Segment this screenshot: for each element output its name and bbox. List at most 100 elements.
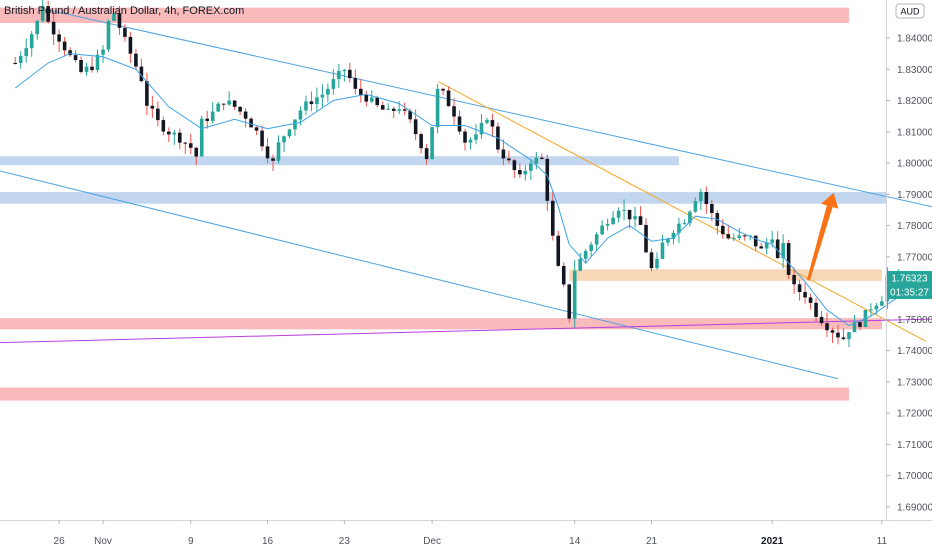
time-tick-label: Dec bbox=[423, 536, 441, 547]
price-axis[interactable]: 1.69000 1.70000 1.71000 1.72000 1.73000 1.740… bbox=[886, 0, 932, 520]
candle-body-131 bbox=[731, 238, 736, 240]
candle-body-0 bbox=[13, 63, 18, 65]
candle-body-31 bbox=[183, 142, 188, 144]
candle-body-28 bbox=[167, 131, 171, 135]
candle-body-147 bbox=[819, 316, 824, 324]
candle-body-103 bbox=[578, 258, 582, 271]
candle-body-11 bbox=[73, 55, 78, 61]
candle-body-71 bbox=[402, 109, 407, 111]
trend-line-0 bbox=[48, 9, 932, 208]
arrow-shape bbox=[806, 192, 839, 281]
candle-body-41 bbox=[238, 106, 242, 112]
candle-body-86 bbox=[485, 120, 489, 123]
candle-body-27 bbox=[161, 120, 166, 132]
candle-body-17 bbox=[106, 20, 111, 50]
candle-body-90 bbox=[507, 158, 511, 161]
candle-body-121 bbox=[677, 223, 681, 233]
time-tick-label: 11 bbox=[877, 536, 888, 547]
candle-body-37 bbox=[216, 103, 220, 112]
price-tick-label: 1.82000 bbox=[897, 96, 932, 107]
candle-body-35 bbox=[205, 118, 210, 121]
candle-body-65 bbox=[369, 97, 374, 102]
candle-body-154 bbox=[858, 322, 862, 327]
candle-body-118 bbox=[660, 242, 665, 259]
trend-line-2 bbox=[438, 81, 926, 342]
candle-body-87 bbox=[490, 120, 495, 127]
zone-5 bbox=[0, 387, 849, 401]
candle-body-109 bbox=[611, 217, 615, 224]
candle-body-97 bbox=[545, 158, 550, 201]
time-tick-label: Nov bbox=[94, 536, 112, 547]
last-price-label: 1.76323 bbox=[891, 273, 928, 284]
candle-body-18 bbox=[112, 13, 116, 21]
price-tick-label: 1.84000 bbox=[897, 34, 932, 45]
trend-lines[interactable] bbox=[0, 9, 932, 380]
candle-body-151 bbox=[841, 337, 846, 340]
candle-body-21 bbox=[128, 36, 133, 54]
candle-body-105 bbox=[589, 244, 593, 251]
time-axis[interactable]: 26Nov91623Dec14212021111825Feb bbox=[0, 520, 932, 547]
candle-body-156 bbox=[869, 309, 873, 311]
candle-body-62 bbox=[353, 78, 358, 89]
price-tick-label: 1.75000 bbox=[897, 315, 932, 326]
candle-body-60 bbox=[342, 69, 347, 71]
candle-body-13 bbox=[84, 66, 89, 72]
candle-body-77 bbox=[435, 88, 440, 128]
price-tick-label: 1.73000 bbox=[897, 377, 932, 388]
candle-body-45 bbox=[260, 130, 264, 147]
candle-body-112 bbox=[627, 209, 632, 220]
candle-body-54 bbox=[309, 101, 314, 105]
candle-body-8 bbox=[57, 34, 61, 42]
time-tick-label: 16 bbox=[262, 536, 274, 547]
candle-body-34 bbox=[199, 118, 204, 157]
candle-body-81 bbox=[457, 116, 462, 132]
candle-body-32 bbox=[188, 143, 193, 148]
candle-body-47 bbox=[271, 158, 275, 161]
candle-body-141 bbox=[786, 243, 791, 275]
candle-body-39 bbox=[227, 100, 231, 105]
zone-2 bbox=[0, 192, 886, 204]
candle-body-124 bbox=[693, 201, 698, 212]
candle-body-25 bbox=[150, 105, 155, 109]
candle-body-42 bbox=[243, 111, 248, 119]
candle-body-135 bbox=[753, 235, 758, 247]
candle-body-74 bbox=[419, 134, 423, 149]
support-resistance-zones bbox=[0, 7, 886, 401]
currency-badge[interactable]: AUD bbox=[895, 3, 925, 19]
candle-body-26 bbox=[156, 108, 160, 121]
candle-body-115 bbox=[644, 224, 648, 253]
candle-body-114 bbox=[638, 216, 643, 225]
candle-body-96 bbox=[540, 157, 544, 159]
zone-1 bbox=[0, 156, 679, 166]
candle-body-68 bbox=[386, 108, 391, 110]
candle-body-107 bbox=[600, 225, 604, 235]
candle-body-55 bbox=[315, 97, 319, 105]
candle-body-119 bbox=[666, 238, 670, 243]
candle-body-138 bbox=[770, 239, 774, 243]
candle-body-94 bbox=[529, 163, 533, 171]
trend-line-1 bbox=[0, 170, 839, 380]
candle-body-56 bbox=[320, 94, 325, 98]
candle-body-133 bbox=[742, 235, 747, 237]
candle-body-85 bbox=[479, 122, 484, 135]
candle-body-16 bbox=[101, 49, 105, 55]
candle-body-93 bbox=[523, 170, 528, 175]
candle-body-127 bbox=[710, 204, 714, 214]
projection-arrow[interactable] bbox=[806, 192, 839, 281]
candle-body-139 bbox=[775, 239, 780, 259]
last-price-box bbox=[887, 270, 932, 285]
candle-body-12 bbox=[79, 60, 83, 72]
candle-body-137 bbox=[764, 242, 769, 249]
zone-0 bbox=[0, 7, 849, 23]
zone-3 bbox=[569, 269, 882, 281]
candle-body-48 bbox=[276, 142, 281, 161]
candle-body-67 bbox=[380, 105, 385, 110]
candle-body-24 bbox=[145, 81, 149, 106]
candle-body-113 bbox=[633, 216, 637, 220]
candle-body-33 bbox=[194, 147, 199, 157]
price-tick-label: 1.83000 bbox=[897, 65, 932, 76]
candle-body-3 bbox=[29, 34, 34, 49]
candle-body-89 bbox=[501, 149, 506, 159]
candle-body-98 bbox=[550, 200, 555, 236]
